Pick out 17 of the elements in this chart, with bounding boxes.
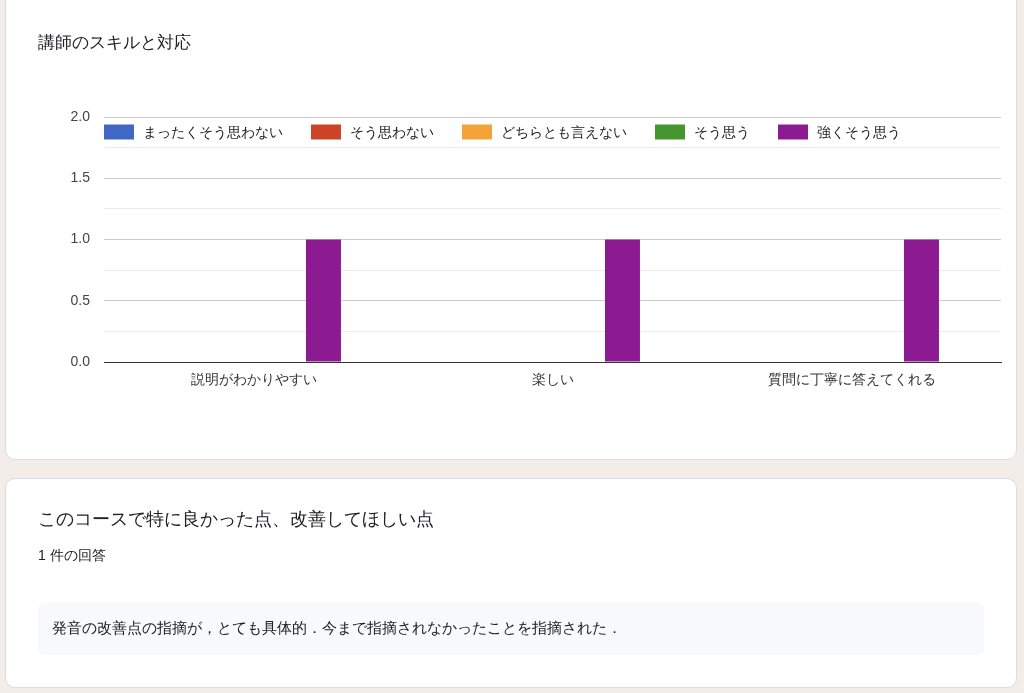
y-tick-label: 1.5 xyxy=(70,169,91,186)
text: 1 件の回答 xyxy=(38,547,106,565)
x-tick-label: 質問に丁寧に答えてくれる xyxy=(767,371,936,388)
y-tick-label: 0.5 xyxy=(70,291,91,308)
x-tick-label: 説明がわかりやすい xyxy=(190,371,317,388)
legend-label: そう思う xyxy=(694,123,750,140)
y-tick-label: 1.0 xyxy=(70,230,91,247)
legend-label: 強くそう思う xyxy=(817,123,901,140)
response-field: 発音の改善点の指摘が，とても具体的．今まで指摘されなかったことを指摘された． xyxy=(38,603,984,655)
legend-label: そう思わない xyxy=(350,123,434,140)
x-tick-label: 楽しい xyxy=(531,371,574,388)
y-tick-label: 2.0 xyxy=(70,107,91,124)
chart-title: 講師のスキルと対応 xyxy=(38,32,191,54)
y-tick-label: 0.0 xyxy=(70,352,91,369)
text: このコースで特に良かった点、改善してほしい点 xyxy=(38,508,434,531)
legend-label: どちらとも言えない xyxy=(501,123,627,140)
legend-label: まったくそう思わない xyxy=(143,123,283,140)
